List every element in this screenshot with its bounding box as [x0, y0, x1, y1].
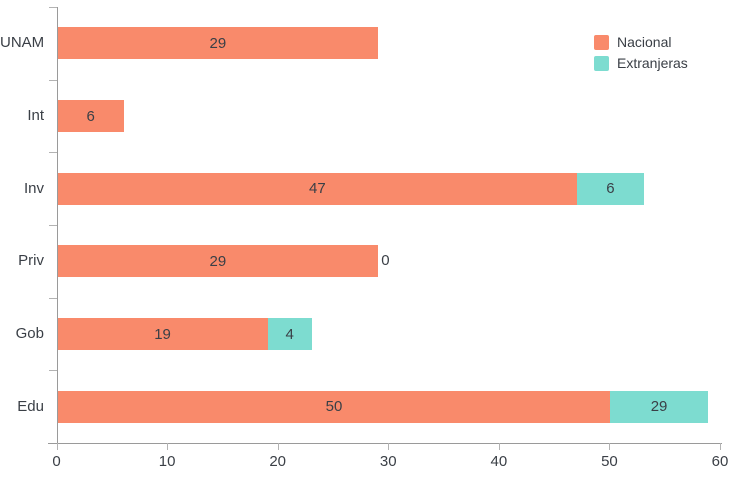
- x-axis-tick: [498, 443, 500, 450]
- x-axis-tick: [720, 443, 721, 450]
- legend-item-nacional: Nacional: [594, 33, 688, 51]
- y-axis-tick: [48, 297, 57, 299]
- value-label: 47: [309, 180, 326, 198]
- y-axis-line: [56, 7, 58, 443]
- x-tick-label: 20: [269, 453, 286, 470]
- x-axis-tick: [388, 443, 390, 450]
- x-axis-tick: [56, 443, 58, 450]
- category-label-gob: Gob: [15, 325, 44, 342]
- value-label: 4: [285, 325, 294, 343]
- x-tick-label: 0: [52, 453, 61, 470]
- x-tick-label: 40: [490, 453, 508, 470]
- x-tick-label: 60: [711, 453, 729, 470]
- legend: Nacional Extranjeras: [594, 33, 688, 72]
- x-tick-label: 30: [379, 453, 397, 470]
- value-label: 19: [154, 325, 171, 343]
- value-label-outside: 0: [381, 252, 390, 270]
- x-tick-label: 50: [601, 453, 618, 470]
- x-tick-label: 10: [158, 453, 176, 470]
- bar-segment-nacional-priv: 29: [57, 245, 379, 278]
- x-axis-tick: [277, 443, 279, 450]
- bar-segment-nacional-gob: 19: [57, 318, 268, 350]
- value-label: 29: [209, 34, 227, 52]
- category-label-int: Int: [27, 107, 44, 124]
- x-axis-tick: [167, 443, 169, 450]
- bar-segment-nacional-unam: 29: [57, 27, 379, 60]
- category-label-priv: Priv: [18, 252, 44, 270]
- value-label: 29: [650, 398, 668, 416]
- y-axis-tick: [48, 152, 57, 154]
- y-axis-tick: [48, 7, 57, 8]
- category-label-unam: UNAM: [0, 34, 45, 52]
- legend-item-extranjeras: Extranjeras: [594, 54, 688, 72]
- legend-swatch-icon: [594, 34, 609, 50]
- bar-segment-extranjeras-edu: 29: [610, 390, 708, 423]
- legend-label: Nacional: [617, 34, 672, 50]
- x-axis-line: [48, 443, 722, 444]
- bar-segment-nacional-int: 6: [57, 100, 124, 132]
- bar-segment-nacional-edu: 50: [57, 390, 611, 423]
- category-label-inv: Inv: [23, 179, 44, 197]
- y-axis-tick: [48, 79, 57, 81]
- y-axis-tick: [48, 370, 57, 372]
- x-axis-tick: [609, 443, 611, 450]
- category-label-edu: Edu: [17, 397, 44, 415]
- legend-label: Extranjeras: [617, 55, 688, 71]
- value-label: 50: [325, 398, 343, 416]
- value-label: 6: [86, 107, 95, 125]
- value-label: 29: [209, 252, 227, 270]
- value-label: 6: [606, 180, 615, 198]
- bar-segment-nacional-inv: 47: [57, 172, 578, 205]
- y-axis-tick: [48, 225, 57, 226]
- bar-segment-extranjeras-gob: 4: [267, 318, 312, 350]
- legend-swatch-icon: [594, 55, 609, 71]
- bar-segment-extranjeras-inv: 6: [577, 172, 644, 205]
